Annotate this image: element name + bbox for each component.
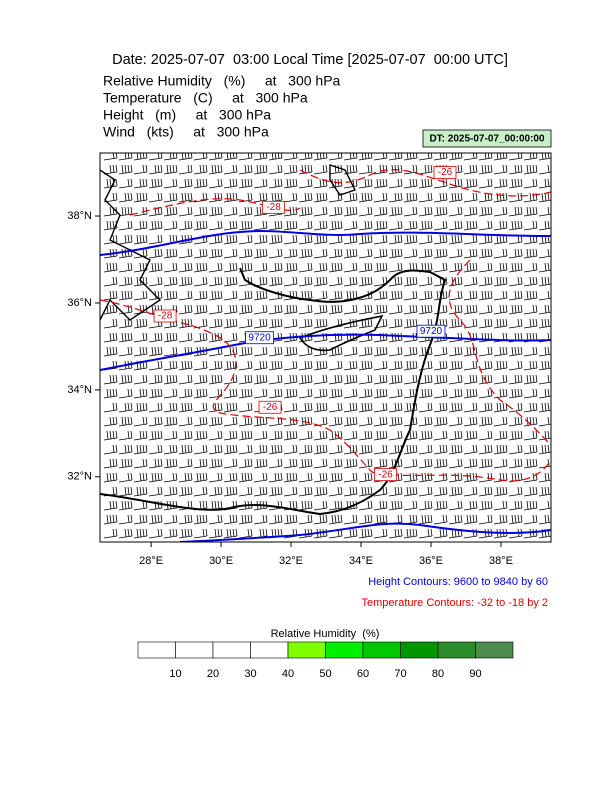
colorbar-title: Relative Humidity (%) (271, 628, 380, 640)
wind-barb-row (103, 220, 551, 231)
field: Relative Humidity (%) at 300 hPa (103, 73, 341, 89)
island (329, 164, 356, 196)
temperature-contour (100, 299, 551, 482)
contour-label: -26 (263, 402, 278, 413)
map-frame (99, 152, 552, 543)
colorbar-label: 10 (169, 668, 181, 680)
colorbar-label: 20 (207, 668, 219, 680)
contour-label: 9720 (420, 326, 443, 337)
x-tick-label: 32°E (279, 555, 303, 567)
x-tick-label: 30°E (209, 555, 233, 567)
wind-barb-row (103, 430, 551, 441)
colorbar-label: 80 (432, 668, 444, 680)
colorbar-label: 70 (394, 668, 406, 680)
temperature-contour (448, 259, 551, 446)
dt-box (422, 129, 552, 148)
wind-barb-row (103, 416, 551, 427)
wind-barb-row (103, 458, 551, 469)
y-tick-label: 36°N (67, 297, 92, 309)
dt-label: DT: 2025-07-07_00:00:00 (429, 134, 545, 145)
colorbar-label: 30 (244, 668, 256, 680)
height-contour (100, 333, 551, 371)
contour-label-box (433, 166, 457, 179)
contour-label-box (262, 200, 285, 214)
height-contour (100, 230, 551, 256)
coastline (100, 267, 447, 516)
contour-label-box (153, 309, 177, 323)
wind-barb-row (103, 153, 551, 161)
contour-label: 9720 (248, 332, 271, 343)
contour-label-box (245, 331, 274, 345)
contour-label-box (374, 468, 397, 482)
wind-barb-row (103, 234, 551, 245)
x-tick-label: 38°E (489, 555, 513, 567)
height-legend: Height Contours: 9600 to 9840 by 60 (368, 576, 548, 588)
colorbar-box (362, 641, 401, 659)
colorbar-box (250, 641, 289, 659)
y-tick-label: 38°N (67, 210, 92, 222)
temperature-legend: Temperature Contours: -32 to -18 by 2 (362, 597, 548, 609)
x-tick-label: 34°E (349, 555, 373, 567)
wind-barb-row (103, 514, 551, 525)
height-contour (179, 522, 551, 542)
wind-barb-row (103, 248, 551, 259)
contour-label: -26 (378, 469, 393, 480)
wind-barb-row (103, 444, 551, 455)
contour-label: -26 (438, 167, 453, 178)
wind-barb-row (103, 318, 551, 329)
wind-barb-row (103, 374, 551, 385)
wind-barb-row (103, 192, 551, 203)
y-tick-label: 34°N (67, 384, 92, 396)
contour-label-box (258, 400, 282, 414)
wind-barb-row (103, 262, 551, 273)
colorbar-label: 60 (357, 668, 369, 680)
field: Height (m) at 300 hPa (103, 107, 271, 123)
wind-barb-row (103, 164, 551, 175)
field: Wind (kts) at 300 hPa (103, 124, 269, 140)
wind-barb-row (103, 290, 551, 301)
colorbar-box (400, 641, 439, 659)
title: Date: 2025-07-07 03:00 Local Time [2025-… (112, 52, 508, 68)
wind-barb-row (103, 388, 551, 399)
colorbar-box (475, 641, 514, 659)
colorbar-box (437, 641, 476, 659)
colorbar-label: 50 (319, 668, 331, 680)
colorbar-box (137, 641, 176, 659)
coastline (100, 169, 162, 321)
temperature-contour (299, 169, 551, 197)
colorbar-label: 40 (282, 668, 294, 680)
colorbar-box (325, 641, 364, 659)
colorbar-box (212, 641, 251, 659)
island (298, 314, 384, 352)
wind-barb-row (103, 276, 551, 287)
y-tick-label: 32°N (67, 471, 92, 483)
wind-barbs (103, 153, 551, 539)
wind-barb-row (103, 178, 551, 189)
contour-label-box (416, 324, 446, 338)
map: -26 -28 -28 -26 -26 9720 9720 (100, 153, 551, 542)
background (100, 153, 551, 542)
field: Temperature (C) at 300 hPa (103, 90, 308, 106)
wind-barb-row (103, 304, 551, 315)
colorbar-label: 90 (469, 668, 481, 680)
x-tick-label: 36°E (419, 555, 443, 567)
temperature-contour (129, 198, 301, 216)
wind-barb-row (103, 360, 551, 371)
x-tick-label: 28°E (139, 555, 163, 567)
colorbar-box (175, 641, 214, 659)
colorbar-box (287, 641, 326, 659)
contour-label: -28 (158, 311, 173, 322)
contour-label: -28 (266, 202, 281, 213)
